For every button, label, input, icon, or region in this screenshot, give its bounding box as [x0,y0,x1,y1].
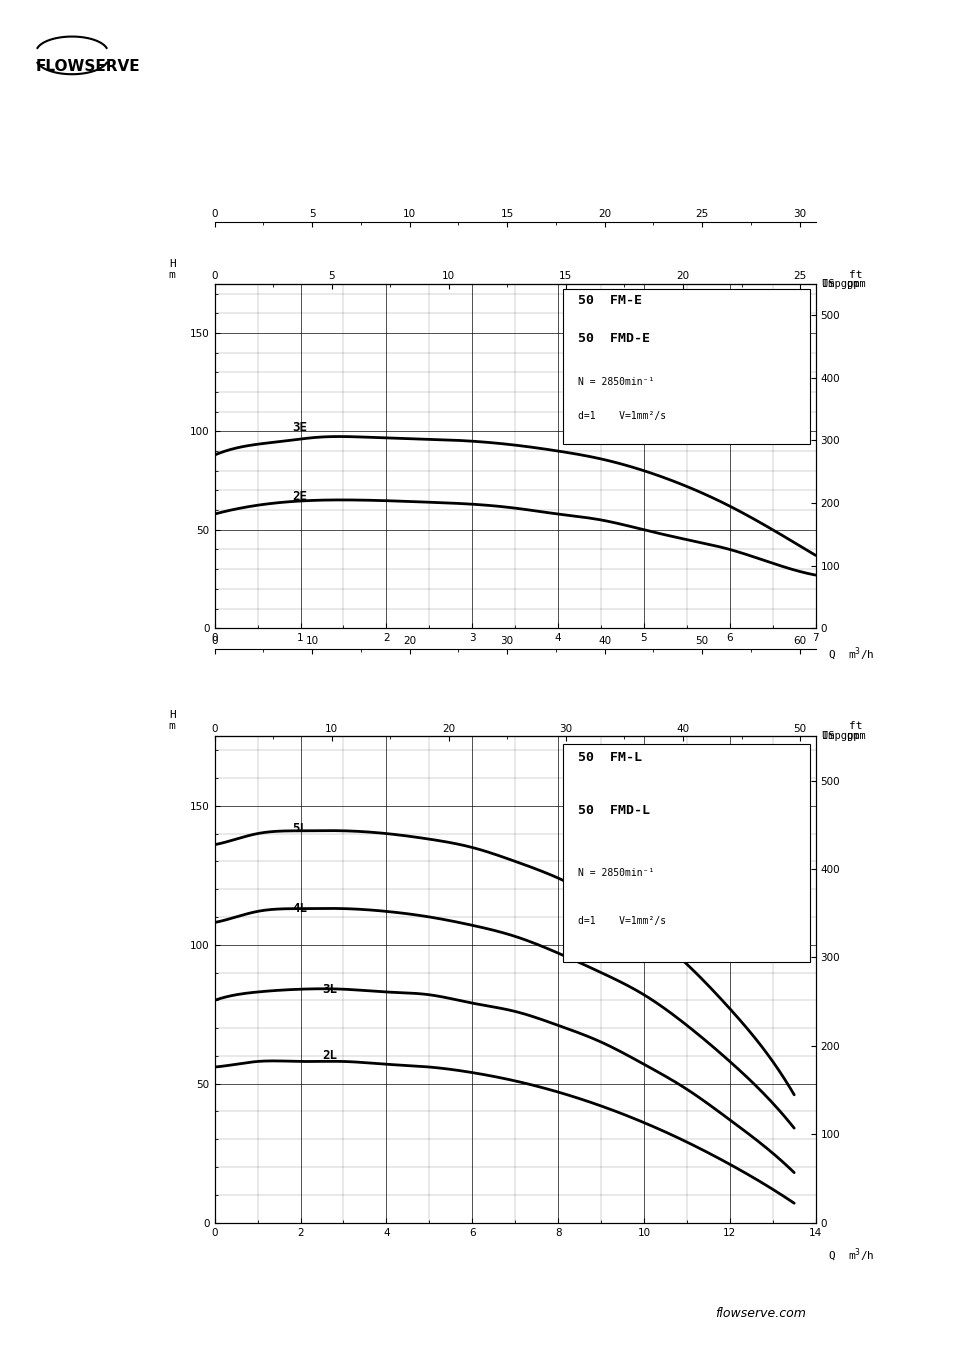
Text: N = 2850min⁻¹: N = 2850min⁻¹ [578,377,654,386]
Text: 2L: 2L [321,1050,336,1062]
Text: ft: ft [848,270,862,280]
FancyBboxPatch shape [562,289,809,444]
Text: Imp gpm: Imp gpm [821,278,864,289]
Text: flowserve.com: flowserve.com [715,1306,805,1320]
Text: H
m: H m [169,258,175,280]
Text: Q  m$^3$/h: Q m$^3$/h [827,1247,873,1265]
Text: H
m: H m [169,709,175,731]
Text: Q  m$^3$/h: Q m$^3$/h [827,646,873,662]
Text: 3E: 3E [292,422,307,434]
FancyBboxPatch shape [562,743,809,962]
Text: 50  FMD-L: 50 FMD-L [578,804,650,817]
Text: FLOWSERVE: FLOWSERVE [35,58,140,74]
Text: ft: ft [848,721,862,731]
Text: d=1    V=1mm²/s: d=1 V=1mm²/s [578,411,666,422]
Text: d=1    V=1mm²/s: d=1 V=1mm²/s [578,916,666,927]
Text: 3L: 3L [321,982,336,996]
Text: 50  FM-L: 50 FM-L [578,751,641,763]
Text: N = 2850min⁻¹: N = 2850min⁻¹ [578,867,654,878]
Text: Imp gpm: Imp gpm [821,731,864,742]
Text: 50  FM-E: 50 FM-E [578,295,641,307]
Text: US gpm: US gpm [821,278,859,289]
Text: 4L: 4L [292,902,307,915]
Text: US gpm: US gpm [821,731,859,742]
Text: 2E: 2E [292,490,307,503]
Text: 50  FMD-E: 50 FMD-E [578,332,650,345]
Text: 5L: 5L [292,821,307,835]
